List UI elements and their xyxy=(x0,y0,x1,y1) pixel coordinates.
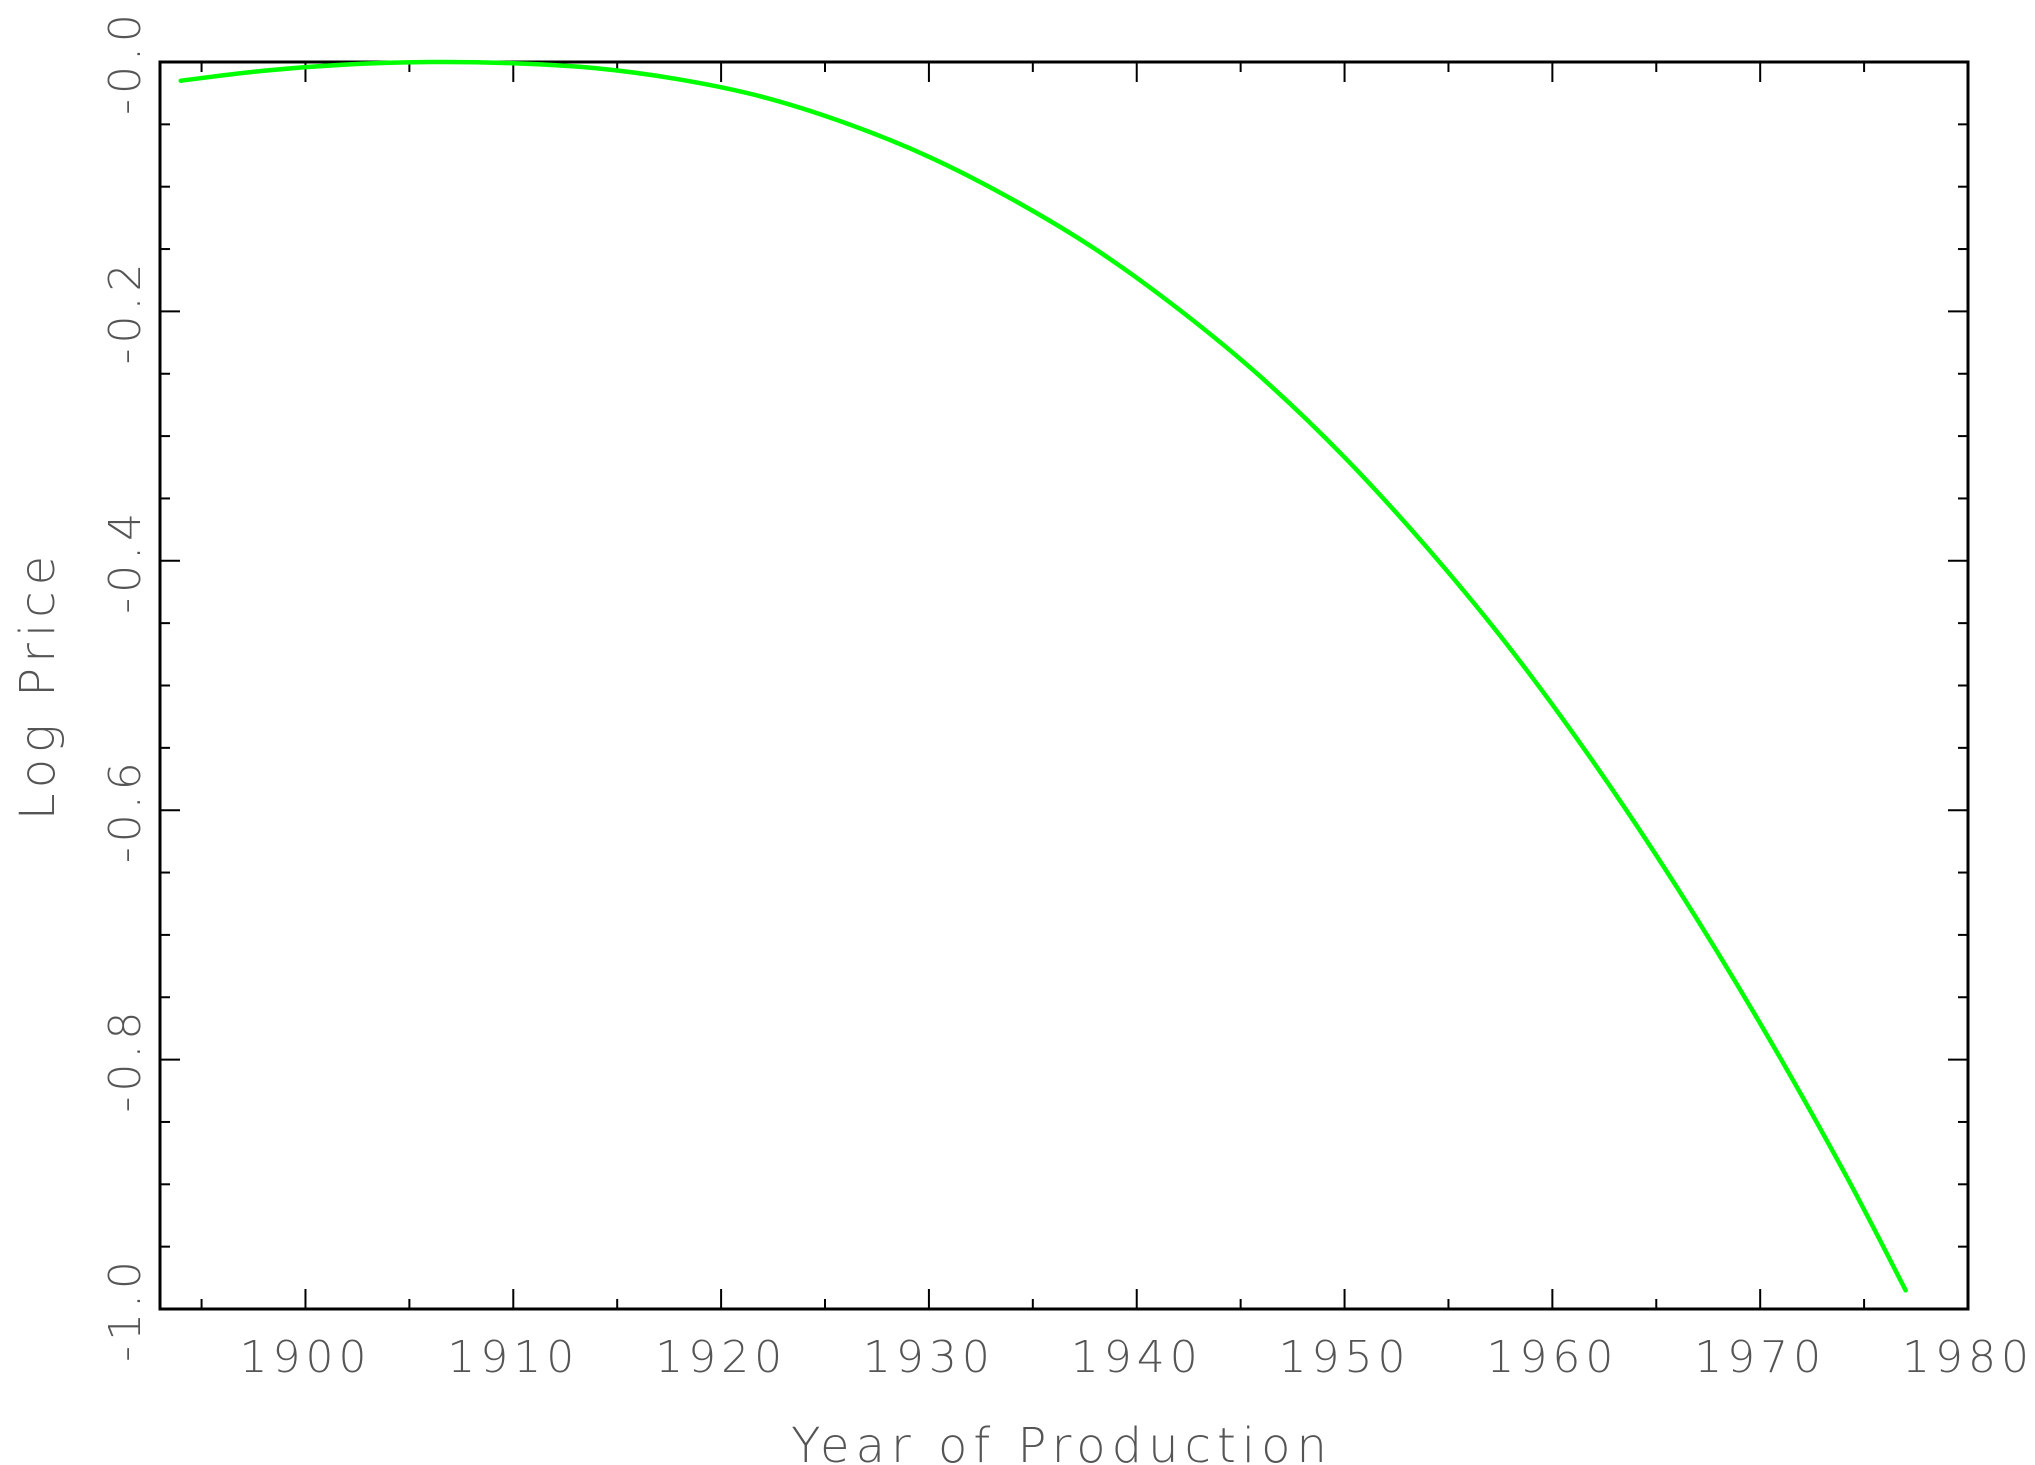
series-layer xyxy=(178,59,1908,1293)
x-tick-label: 1920 xyxy=(655,1332,787,1383)
plot-frame xyxy=(158,60,1970,1311)
y-tick-label: -0.4 xyxy=(100,508,151,614)
x-tick-label: 1900 xyxy=(239,1332,371,1383)
y-tick-label: -0.2 xyxy=(100,258,151,364)
x-tick-label: 1930 xyxy=(863,1332,995,1383)
x-tick-label: 1940 xyxy=(1071,1332,1203,1383)
y-tick-label: -1.0 xyxy=(100,1256,151,1362)
x-tick-label: 1980 xyxy=(1902,1332,2034,1383)
x-tick-label: 1910 xyxy=(447,1332,579,1383)
series-line xyxy=(178,59,1908,1293)
x-tick-label: 1960 xyxy=(1486,1332,1618,1383)
y-tick-label: -0.0 xyxy=(100,9,151,115)
x-axis-tick-labels: 1900 1910 1920 1930 1940 1950 1960 1970 1980 xyxy=(239,1332,2034,1383)
y-axis-ticks xyxy=(160,61,1968,1310)
y-axis-title: Log Price xyxy=(10,550,66,820)
y-axis-tick-labels: -1.0 -0.8 -0.6 -0.4 -0.2 -0.0 xyxy=(100,9,151,1362)
x-tick-label: 1950 xyxy=(1279,1332,1411,1383)
y-tick-label: -0.8 xyxy=(100,1007,151,1113)
x-tick-label: 1970 xyxy=(1694,1332,1826,1383)
x-axis-title: Year of Production xyxy=(791,1418,1333,1465)
x-axis-ticks xyxy=(200,62,1969,1309)
y-tick-label: -0.6 xyxy=(100,757,151,863)
